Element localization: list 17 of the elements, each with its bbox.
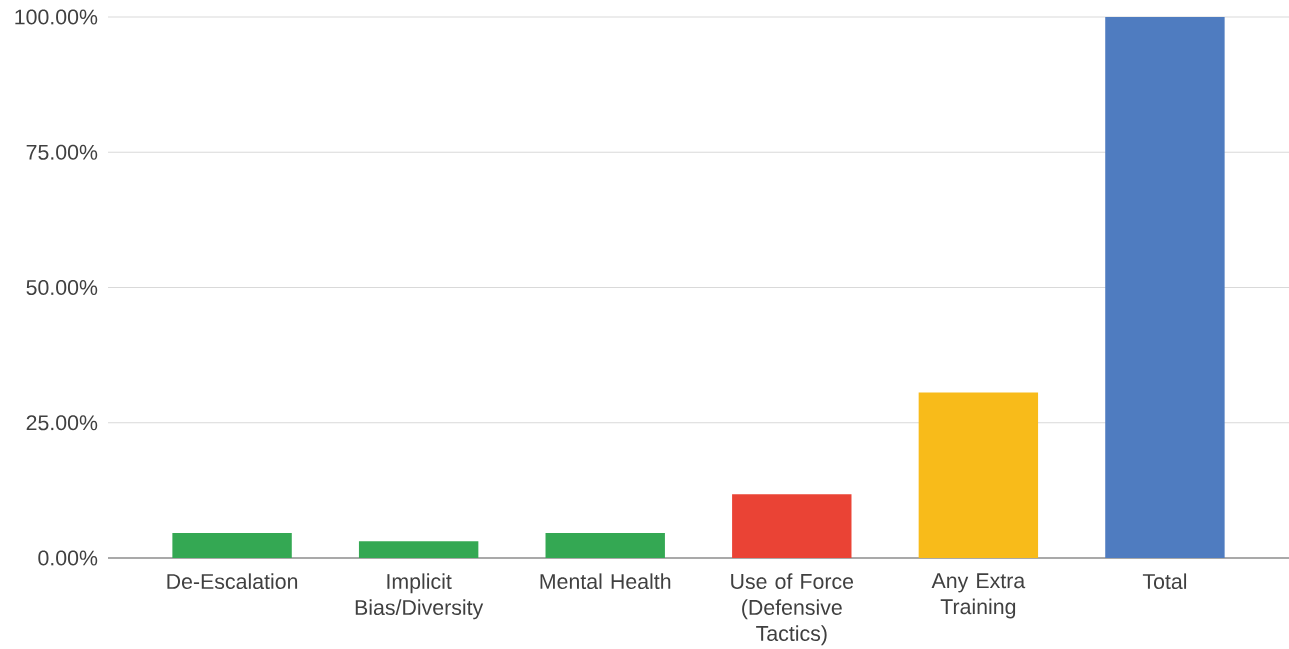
x-tick-label: Mental Health — [540, 573, 671, 590]
x-tick-label: Total — [1142, 573, 1187, 590]
bar — [172, 533, 292, 558]
x-tick-label: Use of Force (Defensive Tactics) — [731, 573, 854, 646]
x-tick-label: De-Escalation — [167, 573, 298, 590]
bar — [732, 494, 852, 558]
bar — [1105, 16, 1225, 558]
bar — [545, 533, 665, 558]
y-tick-label: 50.00% — [26, 279, 98, 296]
x-tick-label: Implicit Bias/Diversity — [355, 573, 484, 620]
y-tick-label: 100.00% — [15, 9, 98, 25]
y-tick-label: 25.00% — [26, 415, 98, 431]
bar — [918, 392, 1039, 558]
bar — [358, 541, 479, 558]
y-tick-label: 0.00% — [38, 550, 98, 566]
x-tick-label: Any Extra Training — [931, 573, 1026, 619]
y-tick-label: 75.00% — [26, 144, 98, 160]
